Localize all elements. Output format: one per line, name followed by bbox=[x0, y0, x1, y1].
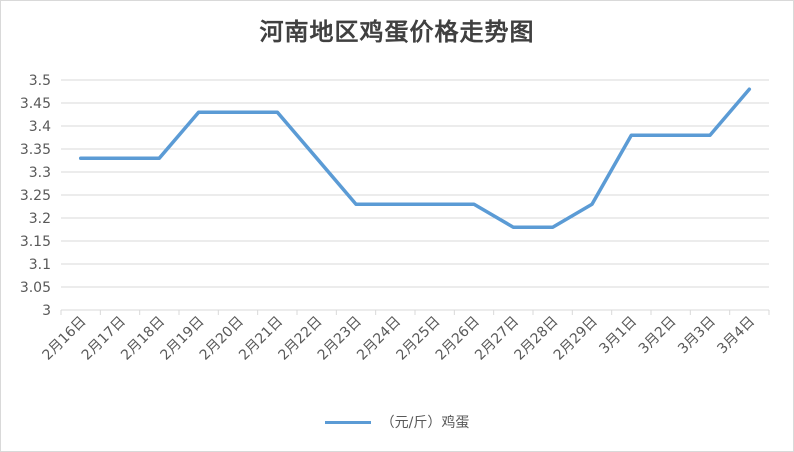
x-tick-label: 3月3日 bbox=[675, 314, 719, 358]
x-tick-label: 2月29日 bbox=[551, 314, 601, 364]
x-tick-label: 3月2日 bbox=[636, 314, 680, 358]
y-tick-label: 3.05 bbox=[20, 280, 51, 296]
x-tick-label: 3月4日 bbox=[714, 314, 758, 358]
y-tick-label: 3 bbox=[42, 303, 51, 319]
legend-label: （元/斤）鸡蛋 bbox=[380, 415, 470, 431]
y-tick-label: 3.45 bbox=[20, 96, 51, 112]
legend: （元/斤）鸡蛋 bbox=[0, 410, 794, 434]
legend-swatch bbox=[324, 420, 371, 424]
chart-title: 河南地区鸡蛋价格走势图 bbox=[259, 18, 535, 46]
y-tick-label: 3.25 bbox=[20, 188, 51, 204]
y-tick-label: 3.2 bbox=[29, 211, 51, 227]
y-tick-label: 3.5 bbox=[29, 73, 51, 89]
x-tick-label: 3月1日 bbox=[596, 314, 640, 358]
y-tick-label: 3.35 bbox=[20, 142, 51, 158]
y-tick-label: 3.4 bbox=[29, 119, 51, 135]
y-tick-label: 3.15 bbox=[20, 234, 51, 250]
y-tick-label: 3.1 bbox=[29, 257, 51, 273]
y-tick-label: 3.3 bbox=[29, 165, 51, 181]
series-line bbox=[78, 87, 752, 229]
